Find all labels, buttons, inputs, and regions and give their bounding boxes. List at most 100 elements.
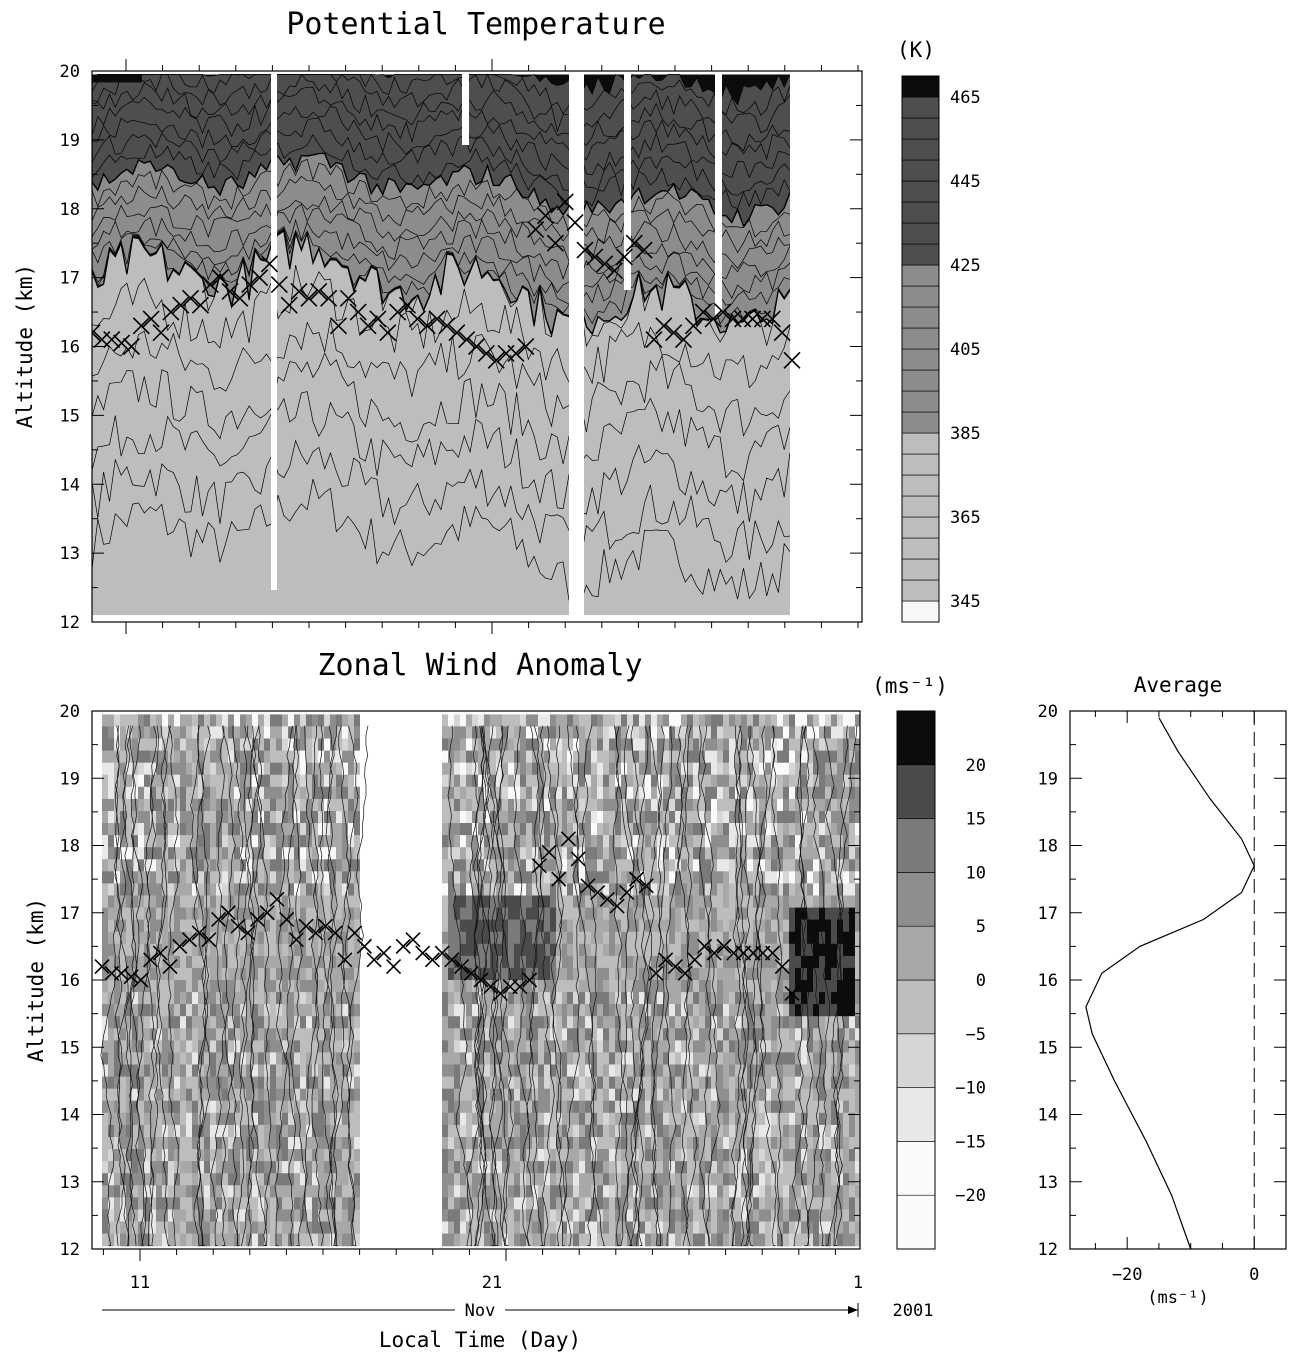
zw-cell xyxy=(717,762,723,776)
zw-cell xyxy=(324,774,330,788)
zw-cell xyxy=(741,883,747,897)
zw-cell xyxy=(342,1161,348,1174)
tropopause-marker xyxy=(132,317,150,335)
zw-cell xyxy=(258,859,264,872)
zw-cell xyxy=(276,714,282,728)
zw-cell xyxy=(162,1137,168,1150)
zw-cell xyxy=(210,847,216,860)
zw-cell xyxy=(813,1221,819,1235)
pt-contour-line xyxy=(92,117,791,196)
zw-cell xyxy=(108,1161,114,1174)
zw-cell xyxy=(484,992,490,1005)
zw-cell xyxy=(270,762,276,776)
pt-y-axis-label: Altitude (km) xyxy=(13,264,37,428)
zw-cell xyxy=(324,1052,330,1066)
pt-colorbar-label: 425 xyxy=(950,256,981,276)
zw-cell xyxy=(460,847,466,860)
zw-cell xyxy=(633,895,639,909)
zw-cell xyxy=(699,1088,705,1102)
zw-cell xyxy=(693,738,699,752)
zw-cell xyxy=(114,1028,120,1041)
zw-cell xyxy=(336,786,342,800)
zw-cell xyxy=(621,1173,627,1186)
zw-cell xyxy=(544,992,550,1005)
zw-cell xyxy=(783,1088,789,1102)
zw-cell xyxy=(120,1076,126,1090)
zw-cell xyxy=(442,835,448,848)
zw-cell xyxy=(663,798,669,812)
zw-cell xyxy=(657,1233,663,1247)
zw-cell xyxy=(354,847,360,860)
zw-cell xyxy=(216,992,222,1005)
zw-cell xyxy=(639,1124,645,1138)
zw-cell xyxy=(538,859,544,872)
zw-cell xyxy=(150,1100,156,1114)
zw-cell xyxy=(162,847,168,860)
zw-cell xyxy=(615,1052,621,1066)
zw-cell xyxy=(330,1185,336,1198)
zw-cell xyxy=(288,1112,294,1126)
zw-cell xyxy=(687,1149,693,1162)
zw-cell xyxy=(300,1221,306,1235)
zw-cell xyxy=(496,1076,502,1090)
zw-cell xyxy=(448,786,454,800)
pt-band-max xyxy=(92,74,142,83)
zw-cell xyxy=(120,823,126,836)
zw-cell xyxy=(454,835,460,848)
zw-cell xyxy=(759,1100,765,1114)
zw-cell xyxy=(633,1028,639,1041)
zw-cell xyxy=(466,1209,472,1223)
zw-cell xyxy=(126,1221,132,1235)
zw-cell xyxy=(288,1064,294,1078)
zw-cell xyxy=(198,931,204,945)
zw-cell xyxy=(639,859,645,872)
zw-cell xyxy=(484,955,490,969)
zw-cell xyxy=(514,1040,520,1054)
zw-cell xyxy=(252,714,258,728)
zw-cell xyxy=(741,871,747,884)
zw-cell xyxy=(567,738,573,752)
zw-cell xyxy=(813,726,819,740)
zw-cell xyxy=(174,798,180,812)
zw-cell xyxy=(795,762,801,776)
zw-cell xyxy=(502,1221,508,1235)
zw-cell xyxy=(174,774,180,788)
zw-cell xyxy=(597,919,603,933)
zw-cell xyxy=(258,895,264,909)
zw-cell xyxy=(585,967,591,981)
y-tick-label: 18 xyxy=(60,200,80,220)
zw-cell xyxy=(312,1028,318,1041)
zw-cell xyxy=(597,1173,603,1186)
zw-cell xyxy=(252,774,258,788)
zw-cell xyxy=(484,750,490,764)
zw-cell xyxy=(234,1197,240,1210)
zw-cell xyxy=(609,907,615,921)
zw-cell xyxy=(651,786,657,800)
zw-cell xyxy=(603,907,609,921)
zw-cell xyxy=(120,835,126,848)
zw-cell xyxy=(591,1064,597,1078)
zw-cell xyxy=(276,1233,282,1247)
zw-cell xyxy=(490,1112,496,1126)
zw-cell xyxy=(138,750,144,764)
zw-cell xyxy=(228,847,234,860)
zw-cell xyxy=(198,895,204,909)
zw-cell xyxy=(306,762,312,776)
zw-cell xyxy=(186,1064,192,1078)
zw-cell xyxy=(282,1016,288,1029)
zw-cell xyxy=(454,1004,460,1017)
zw-cell xyxy=(705,798,711,812)
zw-cell xyxy=(567,919,573,933)
zw-cell xyxy=(795,798,801,812)
zw-cell xyxy=(108,1016,114,1029)
zw-cell xyxy=(514,823,520,836)
zw-cell xyxy=(783,762,789,776)
zw-cell xyxy=(126,798,132,812)
zw-cell xyxy=(472,762,478,776)
zw-cell xyxy=(735,1209,741,1223)
zw-cell xyxy=(669,1233,675,1247)
zw-cell xyxy=(174,762,180,776)
zw-cell xyxy=(502,1088,508,1102)
zw-cell xyxy=(807,1124,813,1138)
zw-cell xyxy=(276,1209,282,1223)
